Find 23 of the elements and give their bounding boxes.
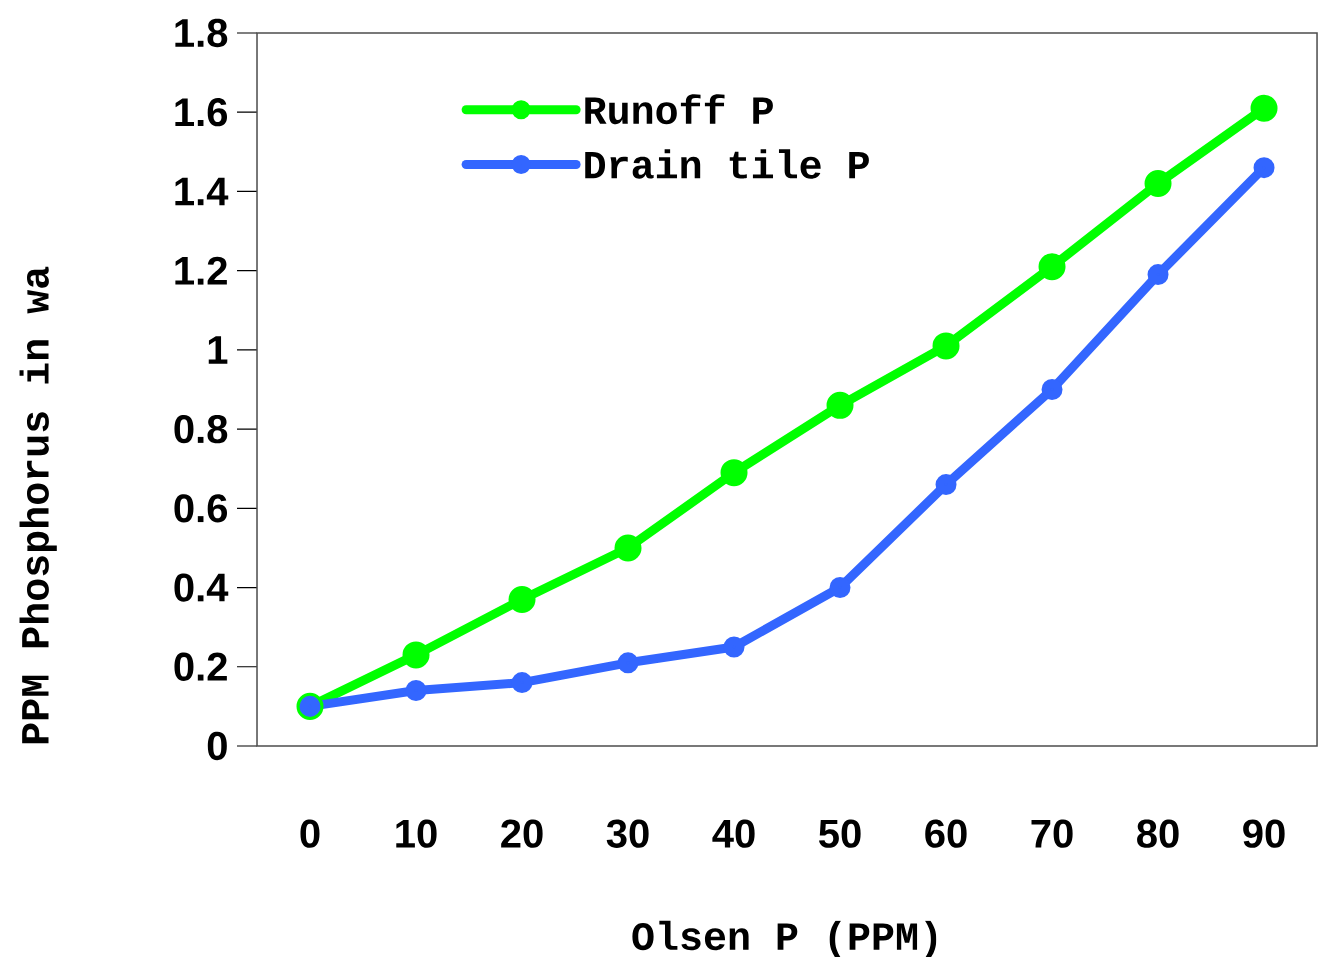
legend-label: Drain tile P [585,149,869,179]
x-tick-label: 90 [1243,819,1285,848]
y-tick-label: 1.8 [175,18,228,48]
x-tick-label: 20 [501,819,543,848]
x-tick-label: 70 [1031,819,1073,848]
x-tick-label: 10 [396,819,437,848]
y-axis-title: PPM Phosphorus in wa [19,266,57,744]
x-tick-label: 30 [606,819,649,848]
y-tick-label: 1 [208,336,228,364]
x-tick-label: 40 [712,819,755,848]
x-tick-label: 60 [925,819,967,848]
y-tick-label: 0.6 [174,494,228,523]
x-tick-label: 50 [819,819,861,848]
x-tick-label: 80 [1137,819,1179,848]
x-tick-label: 0 [300,819,320,848]
y-tick-label: 1.6 [175,98,228,127]
y-tick-label: 1.2 [175,256,227,285]
y-tick-label: 0.4 [174,573,229,602]
y-tick-label: 1.4 [175,177,229,206]
y-tick-label: 0.2 [174,652,227,681]
y-tick-label: 0 [207,731,227,761]
y-tick-label: 0.8 [174,414,228,444]
legend-label: Runoff P [585,94,773,125]
